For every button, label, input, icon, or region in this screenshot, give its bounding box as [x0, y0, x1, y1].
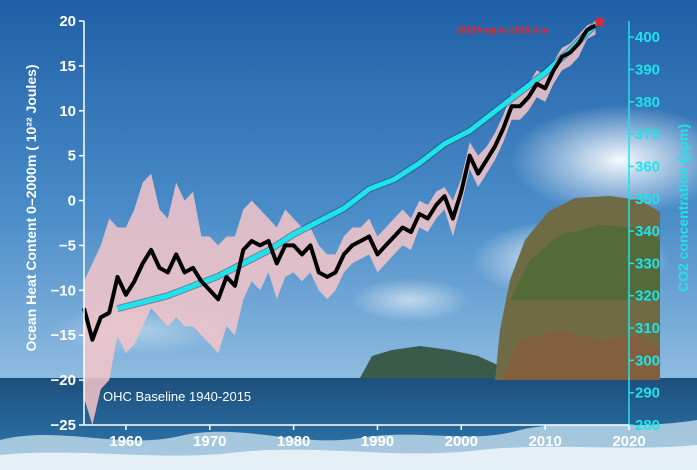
ohc-line — [82, 23, 597, 342]
y-tick-label: 5 — [68, 148, 76, 165]
y-tick-label: −5 — [59, 237, 76, 254]
distant-island — [360, 346, 505, 378]
y2-tick-label: 340 — [635, 223, 660, 240]
cliff-vegetation — [510, 225, 660, 300]
marker-layer — [593, 14, 607, 28]
co2-line — [116, 22, 598, 312]
cliff-rock — [500, 330, 660, 380]
y2-tick-label: 330 — [635, 255, 660, 272]
y-tick-label: −25 — [51, 417, 76, 434]
y2-tick-label: 300 — [635, 352, 660, 369]
x-tick-label: 1970 — [193, 433, 226, 450]
y2-tick-label: 290 — [635, 385, 660, 402]
y2-tick-label: 370 — [635, 126, 660, 143]
y2-tick-label: 310 — [635, 320, 660, 337]
y2-tick-label: 280 — [635, 417, 660, 434]
y-tick-label: −20 — [51, 372, 76, 389]
y2-tick-label: 360 — [635, 158, 660, 175]
wake-foam — [0, 445, 697, 470]
y-tick-label: −15 — [51, 327, 76, 344]
x-tick-label: 1990 — [361, 433, 394, 450]
y2-tick-label: 390 — [635, 61, 660, 78]
x-tick-label: 2010 — [528, 433, 561, 450]
marker-annotation: 2015August-2016July — [456, 25, 548, 35]
x-tick-label: 1960 — [109, 433, 142, 450]
y2-tick-label: 400 — [635, 29, 660, 46]
cloud — [510, 105, 697, 215]
x-tick-label: 2000 — [445, 433, 478, 450]
y-axis-label: Ocean Heat Content 0–2000m ( 10²² Joules… — [23, 64, 39, 351]
ohc-band-area — [84, 21, 596, 425]
star-marker — [593, 14, 607, 28]
ohc-uncertainty-band — [84, 21, 596, 425]
y2-axis-label: CO2 concentration (ppm) — [675, 124, 691, 292]
y-tick-label: 15 — [59, 58, 76, 75]
y2-tick-label: 380 — [635, 94, 660, 111]
y-tick-label: 0 — [68, 193, 76, 210]
cloud — [350, 278, 470, 322]
y-tick-label: 20 — [59, 13, 76, 30]
ohc-series — [82, 23, 597, 342]
y-tick-label: 10 — [59, 103, 76, 120]
y-tick-label: −10 — [51, 282, 76, 299]
co2-series — [116, 21, 599, 312]
x-tick-label: 2020 — [612, 433, 645, 450]
y2-tick-label: 320 — [635, 288, 660, 305]
baseline-annotation: OHC Baseline 1940-2015 — [103, 389, 251, 404]
y2-tick-label: 350 — [635, 191, 660, 208]
x-tick-label: 1980 — [277, 433, 310, 450]
axes: 20 15 10 5 0 −5 −10 −15 −20 −25 400 390 380 370 360 350… — [51, 13, 660, 450]
